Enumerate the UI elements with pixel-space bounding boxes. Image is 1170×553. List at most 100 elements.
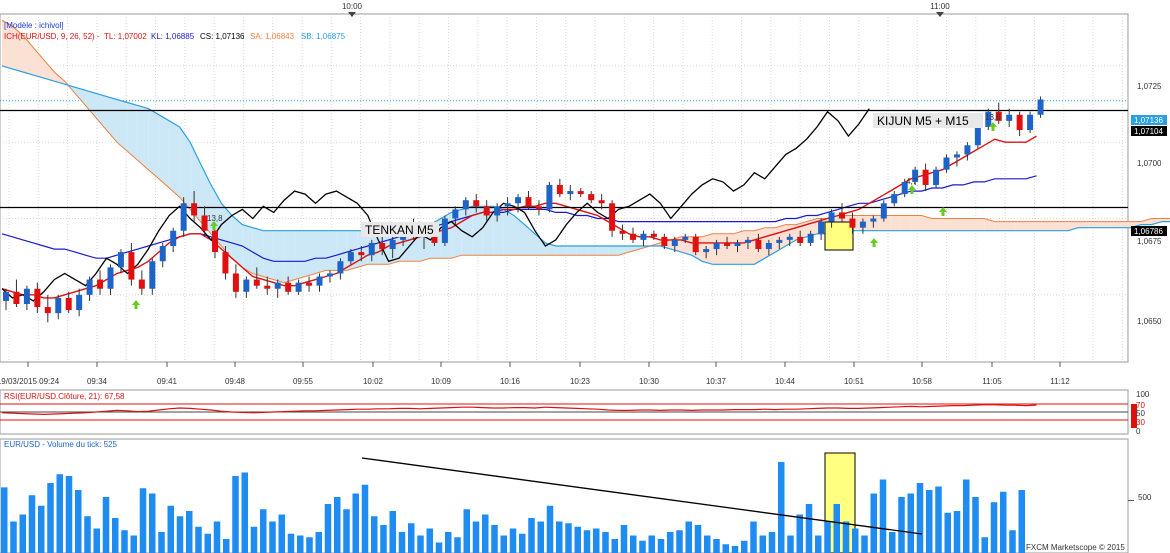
- volume-bar: [824, 521, 831, 553]
- cloud-segment: [106, 96, 117, 143]
- cloud-segment: [566, 246, 577, 256]
- x-tick-label: 11:12: [1050, 377, 1070, 386]
- candle-body: [180, 203, 187, 231]
- cloud-segment: [294, 230, 306, 280]
- volume-tick: 500: [1138, 493, 1152, 502]
- cloud-segment: [900, 215, 912, 231]
- cloud-segment: [608, 246, 619, 256]
- volume-bar: [454, 537, 461, 553]
- candle-body: [1006, 114, 1013, 121]
- candle-body: [306, 282, 313, 286]
- volume-bar: [195, 526, 202, 553]
- candle-body: [191, 203, 198, 216]
- cloud-segment: [1161, 218, 1170, 222]
- legend-tl: TL: 1,07002: [104, 32, 147, 41]
- volume-bar: [611, 539, 618, 553]
- volume-bar: [352, 493, 359, 553]
- cloud-segment: [315, 230, 326, 274]
- candle-body: [65, 297, 72, 311]
- cloud-segment: [587, 246, 598, 256]
- volume-bar: [722, 544, 729, 553]
- volume-bar: [852, 528, 859, 553]
- volume-bar: [158, 532, 165, 553]
- volume-bar: [1, 487, 8, 553]
- rsi-label: RSI(EUR/USD.Clôture, 21): 67,58: [4, 392, 125, 401]
- rsi-line: [1, 404, 1037, 416]
- time-marker-icon: [348, 12, 356, 17]
- candle-body: [922, 169, 929, 185]
- volume-bar: [297, 535, 304, 553]
- cloud-segment: [879, 215, 891, 231]
- cloud-segment: [169, 120, 180, 198]
- candle-body: [138, 279, 145, 289]
- up-arrow-icon: [908, 185, 916, 194]
- candle-body: [671, 239, 678, 246]
- cloud-segment: [629, 246, 640, 253]
- candle-body: [473, 200, 480, 207]
- cloud-segment: [179, 126, 191, 210]
- x-tick-label: 09:41: [157, 377, 178, 386]
- volume-bar: [583, 530, 591, 553]
- volume-bar: [1009, 530, 1016, 553]
- volume-bar: [657, 539, 665, 553]
- cloud-segment: [231, 215, 243, 268]
- cloud-segment: [576, 246, 588, 256]
- cloud-segment: [263, 230, 274, 280]
- legend-ich: ICH(EUR/USD, 9, 26, 52) -: [4, 32, 100, 41]
- rsi-tick: 70: [1136, 401, 1145, 410]
- volume-bar: [324, 504, 332, 553]
- volume-bar: [685, 521, 692, 553]
- up-arrow-icon: [989, 122, 997, 131]
- cloud-segment: [284, 230, 295, 283]
- x-tick-label: 10:02: [363, 377, 384, 386]
- x-tick-label: 09:34: [87, 377, 108, 386]
- candle-body: [609, 203, 616, 231]
- candle-body: [23, 288, 30, 304]
- price-tag-cs: 1,07136: [1134, 116, 1163, 125]
- kijun-label: KIJUN M5 + M15: [877, 114, 969, 128]
- candle-body: [870, 218, 877, 222]
- volume-bar: [815, 535, 822, 553]
- candle-body: [776, 239, 783, 243]
- candle-body: [556, 184, 563, 195]
- cloud-segment: [514, 215, 525, 256]
- volume-bar: [972, 497, 979, 553]
- candle-body: [598, 200, 605, 204]
- volume-bar: [528, 518, 535, 553]
- footer-credit: FXCM Marketscope © 2015: [1026, 543, 1125, 552]
- candle-body: [828, 212, 835, 222]
- volume-bar: [639, 540, 646, 553]
- volume-bar: [537, 521, 544, 553]
- candle-body: [337, 261, 344, 274]
- volume-bar: [435, 542, 443, 553]
- candle-body: [546, 184, 553, 210]
- legend-sb: SB: 1,06875: [301, 32, 346, 41]
- volume-bar: [574, 526, 581, 553]
- highlight-price-box: [824, 221, 854, 251]
- volume-bar: [56, 474, 63, 553]
- candle-body: [650, 233, 657, 237]
- candle-body: [786, 236, 793, 240]
- volume-bar: [889, 532, 896, 553]
- cloud-segment: [723, 233, 734, 265]
- cloud-segment: [942, 218, 953, 231]
- volume-bar: [713, 539, 720, 553]
- cloud-segment: [597, 246, 609, 256]
- volume-bar: [19, 514, 26, 553]
- cloud-segment: [973, 218, 985, 231]
- volume-bar: [676, 530, 683, 553]
- cloud-segment: [733, 230, 744, 265]
- candle-body: [849, 218, 856, 228]
- volume-bar: [204, 533, 211, 553]
- volume-trendline: [361, 457, 923, 535]
- volatility-annotation: 4,7: [906, 177, 918, 186]
- volume-bar: [176, 516, 184, 553]
- rsi-scale-marker: [1131, 404, 1137, 428]
- rsi-tick: 0: [1136, 427, 1141, 436]
- candle-body: [703, 249, 710, 253]
- candle-body: [734, 242, 741, 246]
- cloud-segment: [743, 230, 755, 265]
- candle-body: [943, 157, 950, 170]
- x-tick-label: 10:37: [706, 377, 727, 386]
